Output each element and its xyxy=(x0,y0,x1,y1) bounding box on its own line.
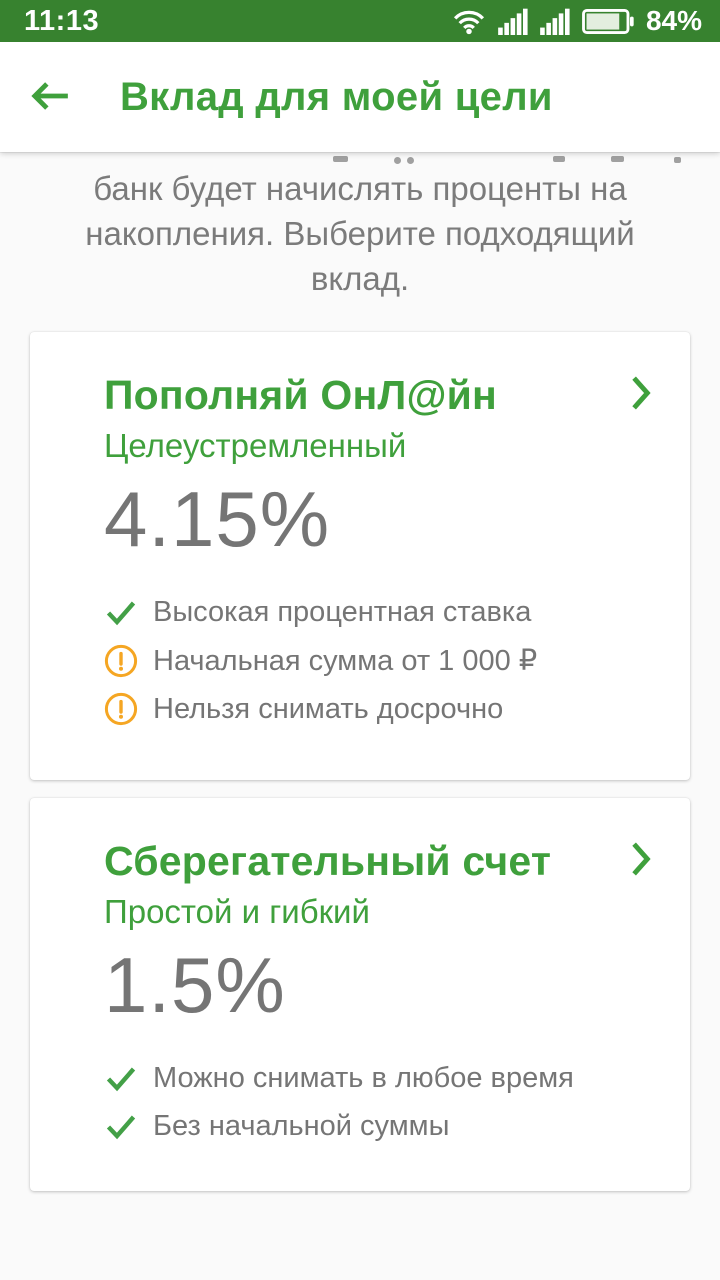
check-icon xyxy=(104,599,138,626)
deposit-subtitle: Целеустремленный xyxy=(104,427,407,464)
chevron-right-icon[interactable] xyxy=(630,375,652,416)
intro-line: накопления. Выберите подходящий xyxy=(85,215,635,252)
scroll-content[interactable]: банк будет начислять проценты на накопле… xyxy=(0,152,720,1280)
card-header: Сберегательный счет xyxy=(104,838,660,885)
check-icon xyxy=(104,1113,138,1140)
battery-icon xyxy=(582,8,634,35)
clipped-text-remnant xyxy=(0,152,720,164)
check-icon xyxy=(104,1065,138,1092)
back-button[interactable] xyxy=(24,71,76,123)
deposit-card-sberegatelny-schet[interactable]: Сберегательный счет Простой и гибкий 1.5… xyxy=(30,798,690,1191)
warning-circle-icon xyxy=(104,692,138,726)
feature-text: Начальная сумма от 1 000 ₽ xyxy=(153,645,538,677)
intro-line: банк будет начислять проценты на xyxy=(93,170,627,207)
signal-bars-icon-2 xyxy=(540,8,570,35)
deposit-rate: 4.15% xyxy=(104,475,331,563)
feature-item: Можно снимать в любое время xyxy=(104,1061,660,1095)
status-bar: 11:13 xyxy=(0,0,720,42)
card-header: Пополняй ОнЛ@йн xyxy=(104,372,660,419)
warning-circle-icon xyxy=(104,644,138,678)
feature-item: Нельзя снимать досрочно xyxy=(104,692,660,726)
deposit-title: Сберегательный счет xyxy=(104,838,552,884)
back-arrow-icon xyxy=(29,79,71,116)
app-bar: Вклад для моей цели xyxy=(0,42,720,152)
feature-text: Можно снимать в любое время xyxy=(153,1061,574,1094)
page-title: Вклад для моей цели xyxy=(120,74,553,119)
wifi-icon xyxy=(452,8,486,35)
clock: 11:13 xyxy=(24,5,100,37)
feature-item: Без начальной суммы xyxy=(104,1109,660,1143)
feature-text: Нельзя снимать досрочно xyxy=(153,692,504,725)
feature-item: Высокая процентная ставка xyxy=(104,595,660,629)
chevron-right-icon[interactable] xyxy=(630,841,652,882)
feature-text: Без начальной суммы xyxy=(153,1109,450,1142)
feature-list: Можно снимать в любое время Без начально… xyxy=(104,1061,660,1143)
deposit-card-popolnyay-online[interactable]: Пополняй ОнЛ@йн Целеустремленный 4.15% xyxy=(30,332,690,780)
signal-bars-icon xyxy=(498,8,528,35)
intro-line: вклад. xyxy=(310,260,410,297)
deposit-title: Пополняй ОнЛ@йн xyxy=(104,372,498,418)
deposit-subtitle: Простой и гибкий xyxy=(104,893,370,930)
feature-text: Высокая процентная ставка xyxy=(153,595,532,628)
battery-percent: 84% xyxy=(645,5,702,36)
deposit-rate: 1.5% xyxy=(104,941,286,1029)
status-icons: 84% xyxy=(452,0,702,42)
feature-list: Высокая процентная ставка Начальная сумм… xyxy=(104,595,660,726)
feature-item: Начальная сумма от 1 000 ₽ xyxy=(104,643,660,678)
intro-text: банк будет начислять проценты на накопле… xyxy=(40,166,680,301)
